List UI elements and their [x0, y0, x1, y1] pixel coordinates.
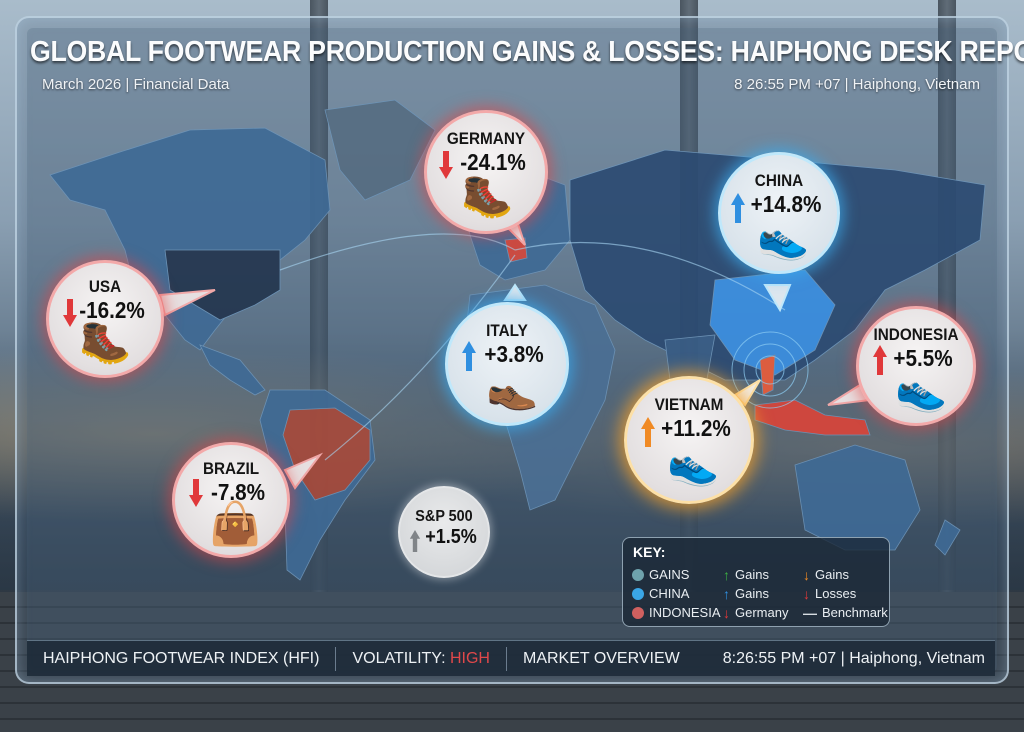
- legend-item: INDONESIA: [632, 605, 721, 620]
- volatility-label: VOLATILITY:: [352, 649, 446, 667]
- arrow-up-gray-icon: [409, 530, 421, 552]
- arrow-up-red-icon: [873, 345, 887, 375]
- marker-country-name: BRAZIL: [202, 459, 260, 478]
- leather-bag-icon: 👜: [209, 500, 262, 547]
- vietnam-radar-rings: [731, 331, 809, 409]
- marker-italy[interactable]: ITALY +3.8% 👞: [445, 302, 569, 426]
- pink-sneaker-icon: 👟: [895, 366, 948, 413]
- leather-dress-shoe-icon: 👞: [486, 364, 539, 411]
- legend-item: — Benchmark: [803, 605, 888, 620]
- legend-title: KEY:: [633, 544, 666, 560]
- arrow-down-red-icon: [189, 479, 203, 507]
- legend-item: ↑ Gains: [723, 586, 769, 601]
- marker-country-name: VIETNAM: [654, 395, 724, 414]
- marker-china[interactable]: CHINA +14.8% 👟: [718, 152, 840, 274]
- teal-dot-icon: [632, 568, 644, 581]
- marker-country-name: GERMANY: [446, 129, 526, 148]
- footer-ticker-bar: HAIPHONG FOOTWEAR INDEX (HFI) VOLATILITY…: [27, 640, 995, 676]
- legend-item: ↓ Losses: [803, 586, 856, 601]
- marker-change-value: -16.2%: [79, 297, 145, 323]
- blue-up-arrow-icon: ↑: [723, 585, 730, 602]
- index-label: HAIPHONG FOOTWEAR INDEX (HFI): [43, 649, 320, 667]
- brown-work-boot-icon: 🥾: [461, 172, 514, 219]
- marker-country-name: S&P 500: [415, 508, 473, 525]
- footer-timestamp: 8:26:55 PM +07 | Haiphong, Vietnam: [722, 649, 985, 667]
- divider: [505, 646, 507, 671]
- running-shoe-icon: 👟: [757, 214, 810, 261]
- market-overview-label: MARKET OVERVIEW: [522, 649, 680, 667]
- volatility-value: HIGH: [449, 649, 490, 667]
- arrow-up-blue-icon: [731, 193, 745, 223]
- marker-change-value: +14.8%: [750, 191, 822, 217]
- tan-work-boot-icon: 🥾: [79, 318, 132, 365]
- map-indonesia: [754, 399, 871, 436]
- marker-change-value: +5.5%: [893, 345, 953, 371]
- blue-dot-icon: [632, 587, 644, 600]
- marker-sp500-benchmark[interactable]: S&P 500 +1.5%: [398, 486, 490, 578]
- marker-country-name: ITALY: [486, 321, 528, 340]
- marker-vietnam[interactable]: VIETNAM +11.2% 👟: [624, 376, 754, 504]
- marker-change-value: -24.1%: [460, 149, 526, 175]
- marker-change-value: +3.8%: [484, 341, 544, 367]
- arrow-down-red-icon: [439, 151, 453, 179]
- legend-label: INDONESIA: [649, 605, 721, 620]
- marker-germany[interactable]: GERMANY -24.1% 🥾: [424, 110, 548, 234]
- legend-label: Gains: [735, 586, 769, 601]
- legend-label: Benchmark: [822, 605, 888, 620]
- marker-brazil[interactable]: BRAZIL -7.8% 👜: [172, 442, 290, 558]
- legend-label: GAINS: [649, 567, 690, 582]
- red-dot-icon: [632, 606, 644, 619]
- map-central-america: [199, 344, 266, 396]
- report-date: March 2026 | Financial Data: [42, 76, 230, 93]
- benchmark-line-icon: —: [803, 604, 817, 621]
- report-timestamp-location: 8 26:55 PM +07 | Haiphong, Vietnam: [734, 76, 980, 93]
- marker-country-name: USA: [88, 277, 122, 296]
- map-vietnam: [759, 354, 776, 396]
- marker-change-value: -7.8%: [210, 479, 266, 505]
- report-title: GLOBAL FOOTWEAR PRODUCTION GAINS & LOSSE…: [30, 36, 1024, 68]
- marker-usa[interactable]: USA -16.2% 🥾: [46, 260, 164, 378]
- running-shoe-icon: 👟: [667, 440, 720, 487]
- arrow-down-red-icon: [63, 299, 77, 327]
- legend-item: CHINA: [632, 586, 689, 601]
- marker-indonesia[interactable]: INDONESIA +5.5% 👟: [856, 306, 976, 426]
- legend-label: Losses: [815, 586, 857, 601]
- legend-label: CHINA: [649, 586, 690, 601]
- marker-change-value: +11.2%: [661, 415, 731, 441]
- map-legend: KEY: GAINS CHINA INDONESIA ↑ Gains ↑ Gai…: [622, 537, 890, 627]
- arrow-up-orange-icon: [641, 417, 655, 447]
- volatility-indicator: VOLATILITY: HIGH: [336, 650, 506, 668]
- map-australia: [794, 444, 921, 551]
- red-down-arrow-icon: ↓: [723, 604, 730, 621]
- legend-label: Gains: [735, 567, 769, 582]
- map-new-zealand: [934, 519, 961, 556]
- legend-item: ↓ Gains: [803, 567, 849, 582]
- orange-down-arrow-icon: ↓: [803, 566, 810, 583]
- marker-country-name: CHINA: [754, 171, 804, 190]
- marker-country-name: INDONESIA: [873, 325, 959, 344]
- legend-label: Gains: [815, 567, 849, 582]
- legend-item: GAINS: [632, 567, 689, 582]
- red-down-arrow-icon: ↓: [803, 585, 810, 602]
- marker-change-value: +1.5%: [425, 526, 477, 548]
- legend-item: ↑ Gains: [723, 567, 769, 582]
- arrow-up-blue-icon: [462, 341, 476, 371]
- divider: [335, 646, 337, 671]
- legend-label: Germany: [735, 605, 789, 620]
- legend-item: ↓ Germany: [723, 605, 788, 620]
- green-up-arrow-icon: ↑: [723, 566, 730, 583]
- map-greenland: [324, 99, 436, 201]
